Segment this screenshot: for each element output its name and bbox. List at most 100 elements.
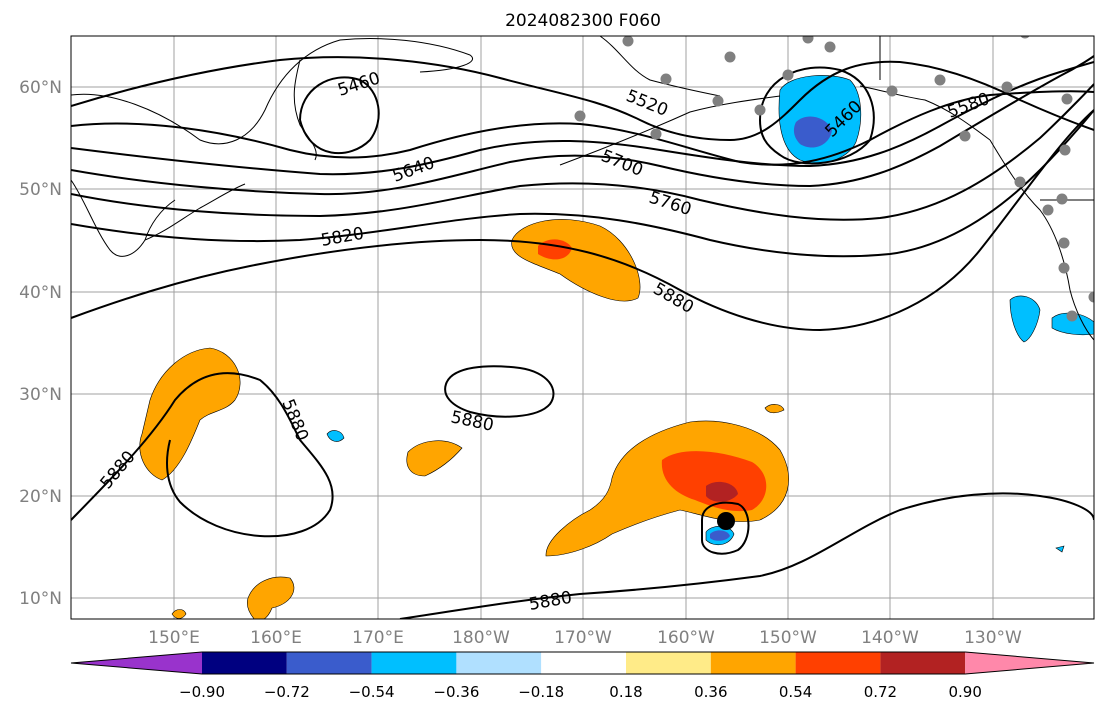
shade-orange-pacific-north bbox=[511, 219, 641, 302]
lat-tick-label: 60°N bbox=[19, 78, 62, 98]
lat-tick-label: 20°N bbox=[19, 487, 62, 507]
coast-north-america-west bbox=[989, 139, 1094, 341]
colorbar-segment bbox=[541, 652, 626, 674]
shade-orange-hawaii bbox=[545, 420, 789, 557]
colorbar-label: −0.18 bbox=[518, 683, 564, 701]
station-marker bbox=[959, 130, 971, 142]
coast-kamchatka-peninsula bbox=[293, 59, 317, 161]
station-marker bbox=[1014, 176, 1026, 188]
lat-tick-label: 40°N bbox=[19, 283, 62, 303]
shade-blue-small-2 bbox=[1055, 545, 1065, 553]
colorbar-segment bbox=[710, 652, 796, 674]
coast-alaska-peninsula bbox=[559, 95, 781, 166]
shade-orange-south bbox=[246, 576, 295, 619]
lat-tick-label: 50°N bbox=[19, 180, 62, 200]
contour-5460-low bbox=[299, 76, 380, 154]
colorbar-label: −0.54 bbox=[349, 683, 395, 701]
shade-blue-pnw bbox=[1009, 295, 1041, 343]
station-marker bbox=[1056, 193, 1068, 205]
station-marker bbox=[622, 36, 634, 47]
lon-tick-label: 170°W bbox=[554, 628, 612, 648]
station-marker bbox=[934, 74, 946, 86]
station-marker bbox=[1061, 93, 1073, 105]
colorbar-segment bbox=[626, 652, 711, 674]
colorbar-outline bbox=[70, 651, 1095, 675]
station-marker bbox=[1066, 310, 1078, 322]
shade-orange-southmost bbox=[171, 609, 187, 619]
station-marker bbox=[1058, 262, 1070, 274]
colorbar-label: 0.18 bbox=[609, 683, 642, 701]
station-marker bbox=[1020, 36, 1030, 39]
colorbar-label: 0.54 bbox=[779, 683, 812, 701]
shade-red-hawaii bbox=[661, 451, 767, 512]
contour-5640 bbox=[71, 61, 1094, 176]
station-marker bbox=[724, 51, 736, 63]
contour-5820 bbox=[71, 109, 1094, 258]
contour-5880-north bbox=[71, 109, 1094, 332]
colorbar-segment bbox=[286, 652, 372, 674]
colorbar-segment bbox=[456, 652, 542, 674]
lon-tick-label: 170°E bbox=[352, 628, 404, 648]
shade-orange-west bbox=[139, 347, 241, 481]
lon-tick-label: 160°W bbox=[657, 628, 715, 648]
shade-blue-small-1 bbox=[326, 430, 345, 442]
contour-5760 bbox=[71, 83, 1094, 221]
station-marker bbox=[824, 41, 836, 53]
station-marker bbox=[660, 73, 672, 85]
station-marker bbox=[712, 95, 724, 107]
lon-axis: 150°E 160°E 170°E 180°W 170°W 160°W 150°… bbox=[148, 628, 1022, 648]
shade-orange-small-1 bbox=[406, 440, 463, 477]
colorbar: −0.90 −0.72 −0.54 −0.36 −0.18 0.18 0.36 … bbox=[70, 651, 1095, 701]
station-marker bbox=[782, 69, 794, 81]
station-marker bbox=[650, 128, 662, 140]
lon-tick-label: 150°W bbox=[759, 628, 817, 648]
shade-orange-small-2 bbox=[764, 404, 785, 414]
coastlines bbox=[71, 36, 1094, 341]
colorbar-label: 0.72 bbox=[864, 683, 897, 701]
coast-japan bbox=[71, 179, 176, 257]
contour-5880-loop-west bbox=[71, 372, 334, 538]
colorbar-label: −0.90 bbox=[179, 683, 225, 701]
lon-tick-label: 130°W bbox=[964, 628, 1022, 648]
colorbar-label: 0.36 bbox=[694, 683, 727, 701]
station-marker bbox=[802, 36, 814, 44]
station-marker bbox=[1058, 237, 1070, 249]
shade-royal-alaska bbox=[793, 116, 832, 148]
colorbar-segment bbox=[795, 652, 881, 674]
colorbar-label: 0.90 bbox=[948, 683, 981, 701]
map-frame bbox=[70, 35, 1095, 620]
contour-5880-south bbox=[399, 492, 1094, 619]
station-marker bbox=[1088, 291, 1094, 303]
contour-storm-ring bbox=[701, 501, 750, 555]
station-marker bbox=[754, 104, 766, 116]
storm-center-marker bbox=[717, 512, 735, 530]
lat-tick-label: 10°N bbox=[19, 589, 62, 609]
colorbar-segment bbox=[965, 652, 1094, 674]
shade-royal-storm bbox=[710, 530, 730, 541]
shade-blue-pnw-2 bbox=[1051, 312, 1094, 336]
shade-darkred-hawaii bbox=[706, 481, 738, 502]
station-marker bbox=[1001, 81, 1013, 93]
contour-5520 bbox=[71, 56, 1094, 142]
station-marker bbox=[886, 85, 898, 97]
contour-5580 bbox=[71, 90, 1094, 166]
lat-tick-label: 30°N bbox=[19, 385, 62, 405]
lon-tick-label: 180°W bbox=[452, 628, 510, 648]
station-marker bbox=[1042, 204, 1054, 216]
lon-tick-label: 140°W bbox=[861, 628, 919, 648]
colorbar-segment bbox=[880, 652, 966, 674]
height-contours bbox=[71, 55, 1094, 619]
contour-5880-loop-mid bbox=[444, 365, 555, 418]
coast-alaska-north bbox=[599, 36, 721, 97]
lon-tick-label: 150°E bbox=[148, 628, 200, 648]
colorbar-label: −0.36 bbox=[433, 683, 479, 701]
colorbar-segment bbox=[202, 652, 287, 674]
contour-alaska-low-inner bbox=[759, 66, 875, 165]
shading-layer bbox=[139, 75, 1094, 619]
map-title: 2024082300 F060 bbox=[505, 11, 661, 31]
colorbar-segment bbox=[71, 652, 202, 674]
station-marker bbox=[574, 110, 586, 122]
colorbar-segment bbox=[371, 652, 457, 674]
